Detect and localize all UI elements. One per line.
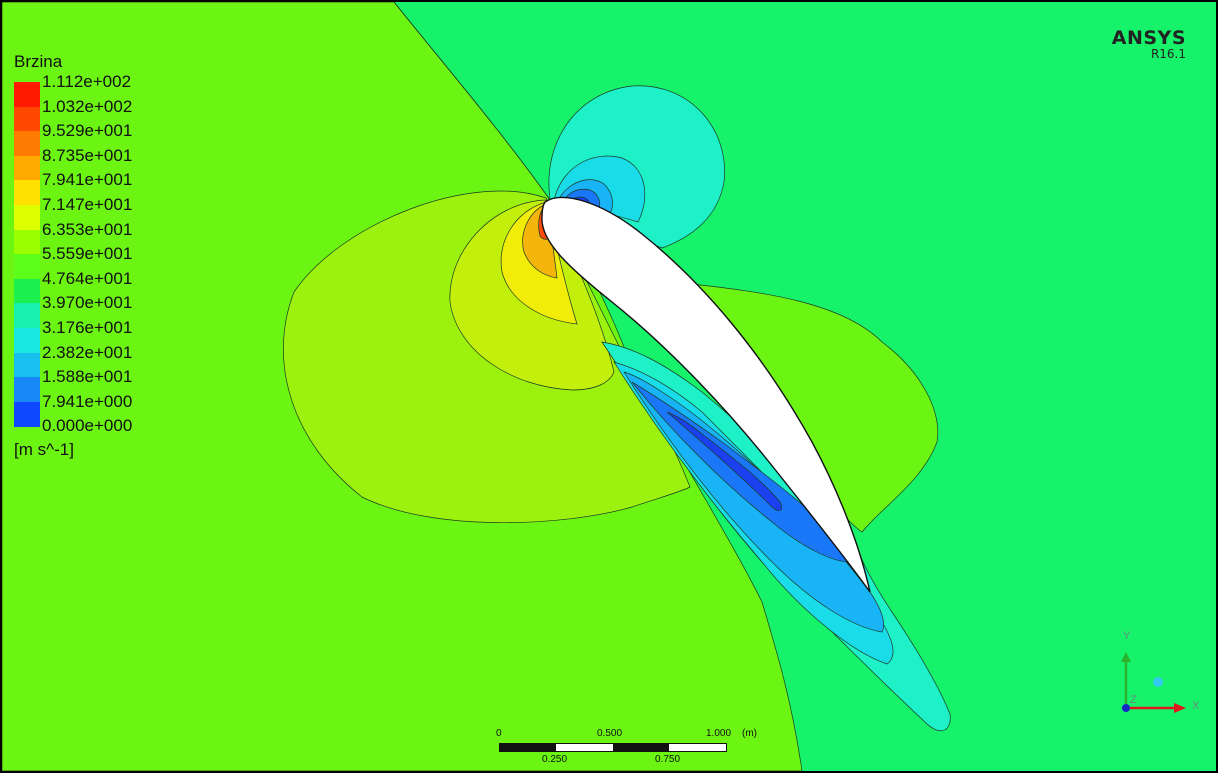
legend-swatch <box>14 106 40 132</box>
axis-triad-graphic <box>1121 652 1186 713</box>
x-axis-arrowhead-icon <box>1174 703 1186 713</box>
brand-name: ANSYS <box>1111 27 1186 49</box>
scale-label-1000: 1.000 <box>706 728 732 739</box>
scale-label-0: 0 <box>496 728 502 739</box>
legend-level-label: 3.176e+001 <box>42 318 133 337</box>
axis-triad[interactable]: Y X Z <box>1110 624 1210 724</box>
legend-swatch <box>14 180 40 206</box>
scale-bar: 0 0.500 1.000 (m) 0.250 0.750 <box>496 726 757 766</box>
legend-level-label: 3.970e+001 <box>42 293 133 313</box>
freestream-boundary-line <box>393 2 551 201</box>
legend-swatch <box>14 352 40 378</box>
wake-center <box>666 411 782 511</box>
legend-swatch <box>14 328 40 354</box>
legend-level-label: 8.735e+001 <box>42 145 133 165</box>
x-axis-label: X <box>1192 700 1200 712</box>
legend-swatch <box>14 229 40 255</box>
legend-level-label: 7.147e+001 <box>42 195 133 214</box>
legend-swatch <box>14 131 40 157</box>
legend-level-label: 1.032e+002 <box>42 96 133 116</box>
legend-level-label: 1.588e+001 <box>42 367 133 387</box>
legend-swatch <box>14 82 40 108</box>
brand-version: R16.1 <box>1150 47 1186 61</box>
legend-swatch <box>14 205 40 231</box>
brand-logo: ANSYS R16.1 <box>1112 28 1186 61</box>
scale-bar-track <box>499 743 727 752</box>
legend-level-label: 4.764e+001 <box>42 268 133 288</box>
legend-level-label: 2.382e+001 <box>42 342 133 362</box>
legend-swatch <box>14 303 40 329</box>
legend-level-label: 1.112e+002 <box>42 72 132 91</box>
legend-swatch <box>14 155 40 181</box>
scale-unit: (m) <box>742 728 757 739</box>
origin-icon <box>1122 704 1130 712</box>
legend-level-label: 6.353e+001 <box>42 219 133 239</box>
legend-level-label: 0.000e+000 <box>42 416 133 436</box>
scale-segment <box>613 744 669 751</box>
legend-color-bar <box>14 82 40 432</box>
scale-label-0500: 0.500 <box>597 728 623 739</box>
legend-swatch <box>14 377 40 403</box>
legend-swatch <box>14 278 40 304</box>
y-axis-arrowhead-icon <box>1121 652 1131 662</box>
scale-label-0750: 0.750 <box>655 754 681 765</box>
legend-unit: [m s^-1] <box>14 440 74 459</box>
legend-level-label: 5.559e+001 <box>42 244 133 264</box>
legend-level-label: 9.529e+001 <box>42 121 133 141</box>
legend-level-label: 7.941e+000 <box>42 391 133 411</box>
legend-title: Brzina <box>14 52 63 71</box>
scale-segment <box>500 744 556 751</box>
z-axis-sphere-icon <box>1153 677 1163 687</box>
z-axis-label: Z <box>1130 694 1137 706</box>
y-axis-label: Y <box>1123 630 1131 642</box>
legend-swatch <box>14 254 40 280</box>
airfoil-profile <box>541 196 871 593</box>
legend-level-label: 7.941e+001 <box>42 170 133 190</box>
legend-swatch <box>14 401 40 427</box>
scale-label-0250: 0.250 <box>542 754 568 765</box>
